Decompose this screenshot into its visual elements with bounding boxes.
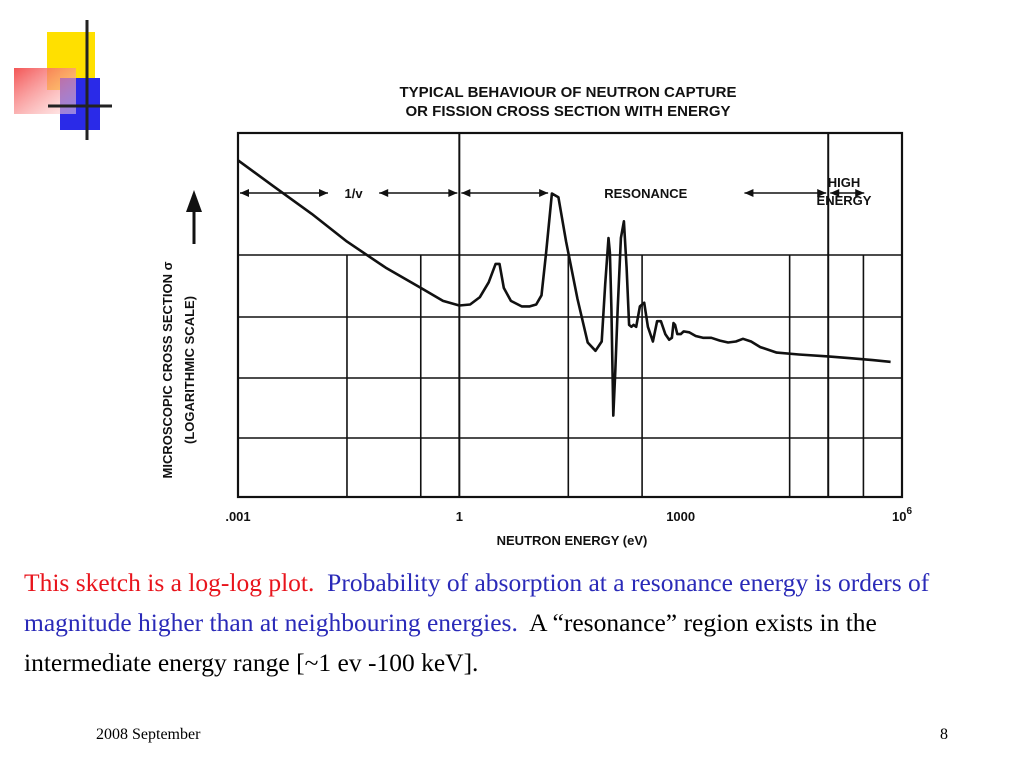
region-1v-right-arrow-left: [379, 189, 389, 197]
caption-blue: Probability of absorption at a resonance…: [24, 568, 930, 637]
region-label-1v: 1/v: [345, 186, 364, 201]
x-tick-label: 1: [456, 509, 463, 524]
region-1v-left-arrow-left: [240, 189, 249, 197]
region-label-high-energy-line1: HIGH: [828, 175, 861, 190]
chart-title-line1: TYPICAL BEHAVIOUR OF NEUTRON CAPTURE: [400, 84, 737, 101]
cross-section-chart: TYPICAL BEHAVIOUR OF NEUTRON CAPTURE OR …: [160, 84, 912, 548]
page-number: 8: [940, 726, 948, 743]
footer-date: 2008 September: [96, 726, 201, 743]
y-axis-label: MICROSCOPIC CROSS SECTION σ (LOGARITHMIC…: [160, 261, 197, 478]
y-axis-arrow-head: [186, 190, 202, 212]
x-tick-label: 1000: [666, 509, 695, 524]
region-1v-right-arrow-right: [448, 189, 458, 197]
chart-title-line2: OR FISSION CROSS SECTION WITH ENERGY: [405, 103, 730, 120]
region-1v-left-arrow-right: [318, 189, 328, 197]
caption-black: A “resonance” region exists in the inter…: [24, 608, 877, 677]
grid: [238, 133, 902, 497]
region-markers: 1/v RESONANCE HIGH ENERGY: [240, 175, 872, 208]
y-axis-label-line2: (LOGARITHMIC SCALE): [182, 296, 197, 444]
region-resonance-right-arrow-left: [744, 189, 754, 197]
region-high-energy-arrow-right: [855, 189, 865, 197]
x-tick-label: 106: [892, 506, 912, 524]
x-tick-label-exponent: 6: [906, 506, 912, 517]
cross-section-curve: [237, 159, 891, 417]
x-tick-labels: .001 1 1000 106: [225, 506, 912, 524]
plot-frame: [236, 131, 904, 499]
x-tick-label: .001: [225, 509, 250, 524]
region-label-resonance: RESONANCE: [604, 186, 687, 201]
region-resonance-left-arrow-left: [461, 189, 471, 197]
caption-red: This sketch is a log-log plot.: [24, 568, 315, 597]
region-label-high-energy-line2: ENERGY: [817, 193, 872, 208]
region-resonance-right-arrow-right: [817, 189, 827, 197]
x-axis-label: NEUTRON ENERGY (eV): [497, 533, 648, 548]
region-resonance-left-arrow-right: [539, 189, 549, 197]
region-high-energy-arrow-left: [830, 189, 840, 197]
slide-caption: This sketch is a log-log plot. Probabili…: [24, 563, 999, 683]
y-axis-label-line1: MICROSCOPIC CROSS SECTION σ: [160, 261, 175, 478]
slide-decoration: [14, 20, 112, 140]
